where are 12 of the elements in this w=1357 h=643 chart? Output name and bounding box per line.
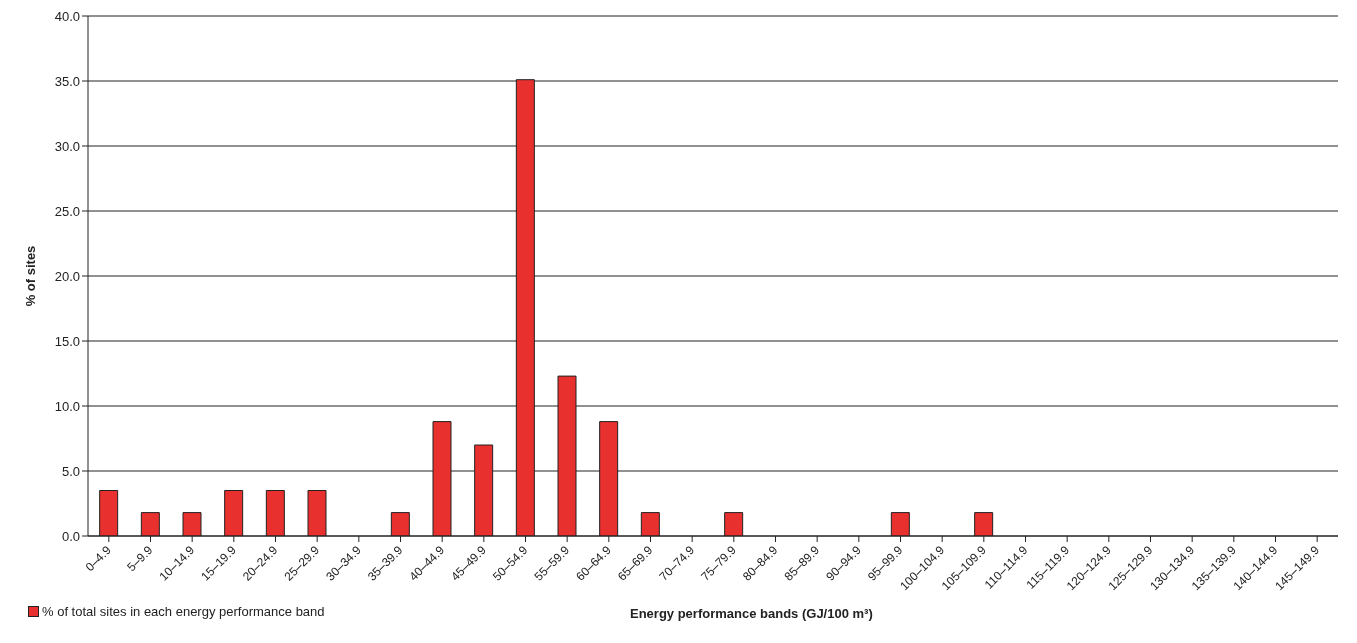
y-tick-label: 40.0 (54, 8, 80, 24)
y-tick-label: 30.0 (54, 138, 80, 154)
y-tick-label: 10.0 (54, 398, 80, 414)
y-tick-label: 15.0 (54, 333, 80, 349)
x-axis-title: Energy performance bands (GJ/100 m³) (630, 606, 873, 621)
legend-label: % of total sites in each energy performance band (42, 604, 325, 619)
y-tick-label: 20.0 (54, 268, 80, 284)
y-tick-label: 0.0 (61, 528, 80, 544)
y-tick-label: 35.0 (54, 73, 80, 89)
y-tick-label: 25.0 (54, 203, 80, 219)
y-axis-title: % of sites (22, 245, 38, 307)
y-tick-label: 5.0 (61, 463, 80, 479)
